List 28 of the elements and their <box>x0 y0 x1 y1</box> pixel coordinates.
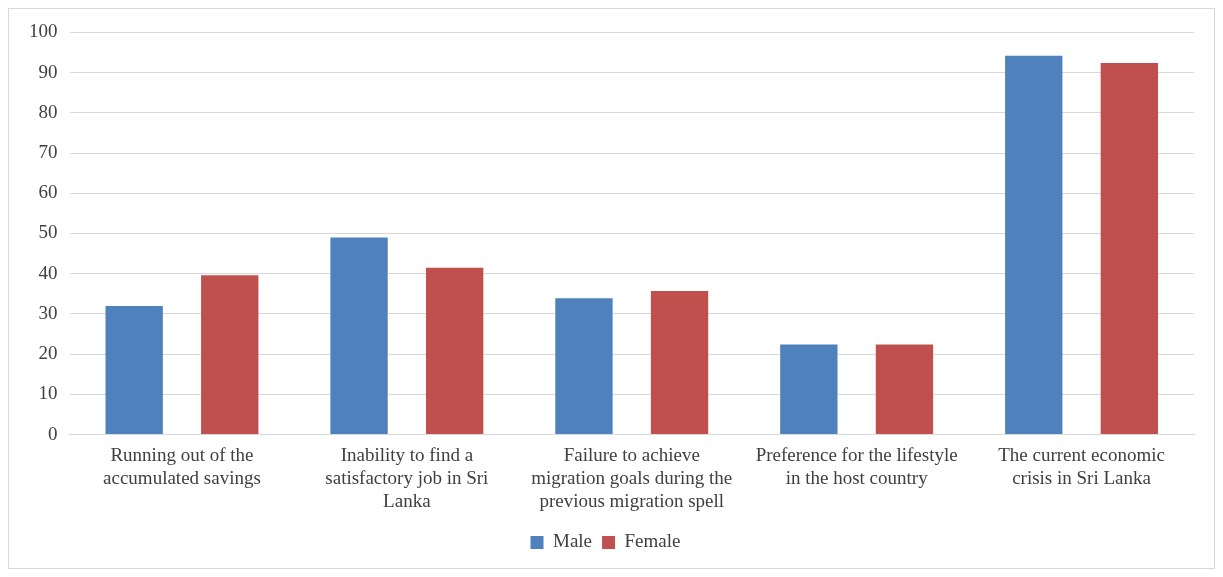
legend-label: Female <box>624 530 681 552</box>
legend-label: Male <box>553 530 593 552</box>
x-tick-label: Running out of the accumulated savings <box>103 443 261 488</box>
bar <box>105 305 163 435</box>
bar <box>875 344 934 435</box>
bar <box>1005 55 1063 435</box>
y-tick-label: 10 <box>38 382 58 404</box>
y-tick-label: 30 <box>38 301 58 323</box>
bar <box>650 291 709 435</box>
bar <box>780 344 838 435</box>
y-tick-label: 20 <box>38 342 58 364</box>
x-tick-label: Inability to find a satisfactory job in Sri Lanka <box>325 443 489 511</box>
y-tick-label: 40 <box>38 261 58 283</box>
y-tick-label: 100 <box>29 20 58 42</box>
x-tick-label: Preference for the lifestyle in the host country <box>755 443 958 488</box>
bar <box>330 237 388 435</box>
y-tick-label: 70 <box>38 141 58 163</box>
y-tick-label: 80 <box>38 100 58 122</box>
bar <box>1100 62 1159 435</box>
y-tick-label: 90 <box>38 60 58 82</box>
bar <box>425 267 484 435</box>
y-tick-label: 50 <box>38 221 58 243</box>
bar <box>555 298 613 435</box>
x-tick-label: Failure to achieve migration goals during the previous migration spell <box>531 443 733 511</box>
y-tick-label: 0 <box>48 422 58 444</box>
bar <box>201 275 259 435</box>
y-tick-label: 60 <box>38 181 58 203</box>
x-tick-label: The current economic crisis in Sri Lanka <box>998 443 1165 488</box>
